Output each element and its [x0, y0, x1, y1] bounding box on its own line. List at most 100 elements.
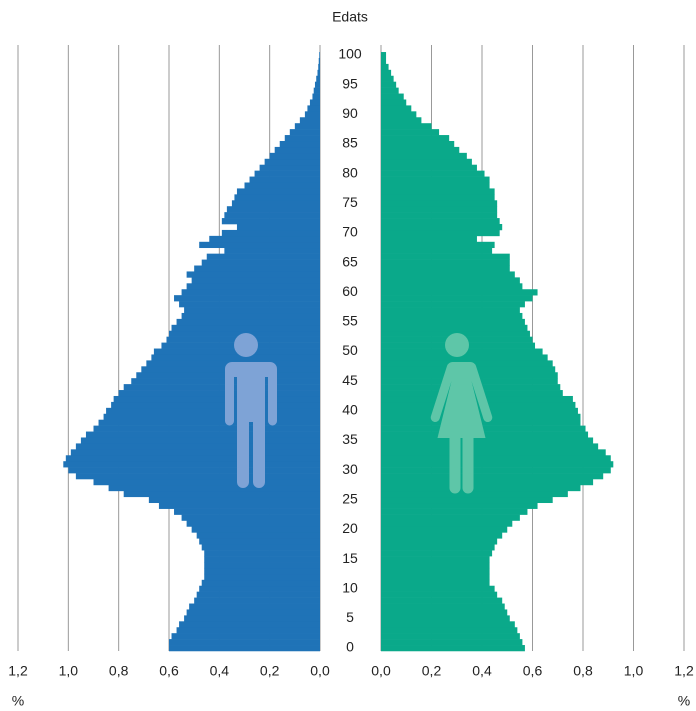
bar: [123, 490, 320, 498]
bar: [176, 627, 320, 634]
bar: [381, 425, 586, 432]
y-tick-label: 0: [346, 639, 354, 655]
bar: [381, 526, 508, 533]
bar: [381, 152, 467, 160]
bar: [118, 390, 321, 397]
bar: [381, 158, 472, 166]
bar: [189, 603, 320, 610]
bar: [274, 146, 320, 154]
bar: [317, 69, 320, 77]
bar: [186, 609, 320, 616]
bar: [381, 443, 599, 450]
bar: [307, 105, 320, 112]
bar: [196, 591, 320, 598]
bar: [381, 146, 460, 154]
bar: [381, 194, 495, 201]
bar: [93, 478, 320, 486]
bar: [179, 621, 320, 628]
bar: [254, 170, 320, 177]
bar: [381, 69, 392, 77]
bar: [199, 538, 320, 545]
bar: [381, 579, 490, 587]
bar: [381, 52, 387, 59]
bar: [381, 395, 573, 403]
y-tick-label: 45: [342, 372, 358, 388]
x-tick-label: 0,2: [422, 663, 442, 679]
bar: [174, 508, 320, 515]
x-tick-label: 0,2: [260, 663, 280, 679]
bar: [244, 182, 320, 189]
bar: [201, 579, 320, 587]
bar: [93, 425, 320, 432]
bar: [289, 129, 320, 136]
bar: [191, 526, 320, 533]
y-tick-label: 75: [342, 194, 358, 210]
y-axis-title: Edats: [332, 9, 368, 25]
x-tick-label: 1,0: [59, 663, 79, 679]
bar: [294, 123, 320, 130]
male-icon: [222, 333, 277, 488]
bar: [204, 556, 320, 563]
bar: [171, 324, 320, 332]
bar: [381, 129, 440, 136]
female-icon: [430, 333, 493, 494]
bar: [108, 484, 320, 492]
bar: [181, 312, 320, 320]
bar: [184, 307, 320, 314]
bar: [176, 318, 320, 326]
bar: [318, 63, 320, 71]
bar: [381, 218, 500, 225]
bar: [68, 467, 320, 474]
bar: [231, 200, 320, 207]
bar: [381, 490, 568, 498]
bar: [381, 478, 594, 486]
bar: [381, 224, 503, 231]
bar: [381, 591, 498, 598]
bar: [181, 514, 320, 521]
bar: [70, 449, 320, 456]
bar: [381, 117, 422, 124]
bar: [381, 639, 523, 646]
bar: [381, 354, 548, 361]
bar: [381, 562, 490, 569]
bar: [381, 289, 538, 296]
bar: [236, 224, 320, 231]
bar: [381, 170, 485, 177]
bar: [123, 384, 320, 391]
bar: [381, 556, 490, 563]
x-tick-label: 1,2: [674, 663, 694, 679]
bar: [204, 573, 320, 581]
bar: [381, 235, 477, 243]
bar: [381, 123, 432, 130]
bar: [284, 135, 320, 142]
bar: [381, 111, 417, 118]
bar: [169, 639, 320, 646]
bar: [381, 105, 412, 112]
bar: [381, 484, 581, 492]
bar: [381, 271, 515, 278]
bar: [381, 645, 525, 652]
x-unit: %: [678, 693, 690, 709]
bar: [381, 265, 510, 272]
bar: [204, 562, 320, 569]
y-tick-label: 40: [342, 402, 358, 418]
bar: [381, 229, 500, 237]
bar: [381, 188, 495, 195]
bar: [196, 532, 320, 539]
bar: [63, 461, 321, 468]
bar: [194, 597, 320, 604]
bar: [179, 301, 320, 308]
bar: [201, 544, 320, 551]
bar: [184, 615, 320, 622]
y-tick-label: 65: [342, 253, 358, 269]
bar: [381, 99, 407, 106]
bar: [381, 75, 394, 82]
bar: [304, 111, 320, 118]
bar: [381, 253, 510, 260]
bar: [381, 81, 397, 88]
x-tick-label: 0,8: [109, 663, 129, 679]
bar: [318, 57, 320, 65]
x-tick-label: 0,6: [523, 663, 543, 679]
bar: [381, 455, 611, 462]
